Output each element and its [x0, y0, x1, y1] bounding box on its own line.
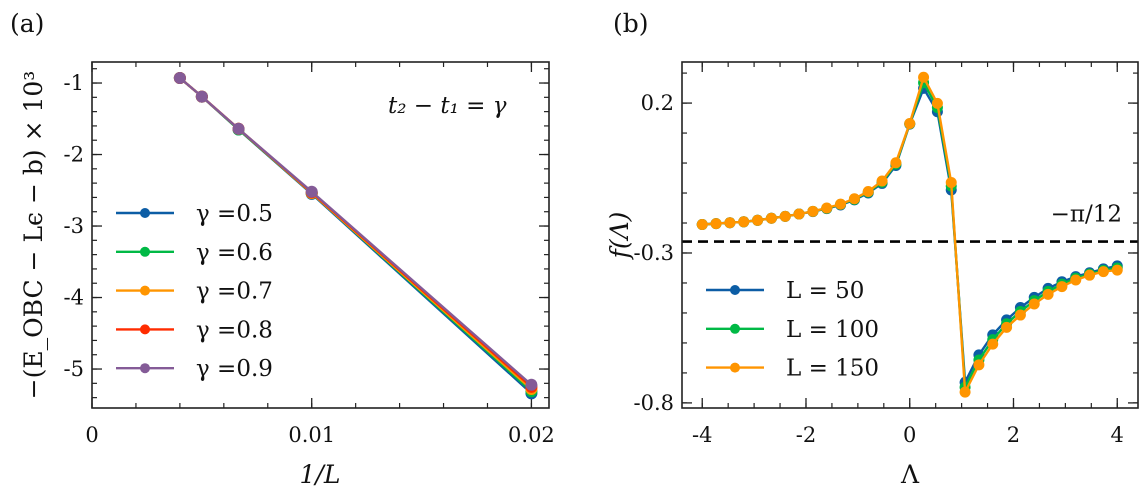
y-tick-label: -3 — [64, 214, 84, 238]
x-tick-label: 4 — [1111, 423, 1124, 447]
data-point — [1014, 309, 1026, 321]
y-tick-label: 0.2 — [641, 91, 674, 115]
data-point — [1001, 321, 1013, 333]
y-tick-label: -5 — [64, 357, 84, 381]
data-point — [793, 208, 805, 220]
data-point — [779, 210, 791, 222]
legend-label: γ =0.9 — [196, 356, 273, 382]
data-point — [305, 185, 318, 198]
data-point — [696, 219, 708, 231]
x-tick-label: 0 — [903, 423, 916, 447]
x-tick-label: 2 — [1007, 423, 1020, 447]
data-point — [1084, 269, 1096, 281]
y-tick-label: -0.3 — [634, 241, 675, 265]
legend-label: γ =0.6 — [196, 240, 273, 266]
legend-label: γ =0.8 — [196, 317, 273, 343]
y-tick-label: -1 — [64, 71, 84, 95]
data-point — [232, 122, 245, 135]
legend-marker — [730, 362, 740, 373]
data-point — [876, 175, 888, 187]
y-tick-label: -2 — [64, 143, 84, 167]
panel-a-plot: 0 0.01 0.02 -1 -2 -3 -4 -5 γ =0.5 γ =0.6 γ =0.7 γ =… — [64, 61, 555, 447]
data-point — [1097, 266, 1109, 278]
data-point — [710, 218, 722, 230]
legend-label: L = 150 — [786, 356, 879, 382]
data-point — [1070, 274, 1082, 286]
panel-b-ylabel: f(Λ) — [605, 212, 634, 261]
series-line-1 — [702, 85, 1118, 387]
data-point — [525, 378, 538, 391]
data-point — [848, 193, 860, 205]
panel-b-label: (b) — [613, 9, 649, 38]
x-tick-label: 0.02 — [508, 423, 555, 447]
data-point — [1042, 288, 1054, 300]
data-point — [862, 186, 874, 198]
data-point — [1028, 298, 1040, 310]
x-tick-label: 0 — [85, 423, 98, 447]
panel-a-xlabel: 1/L — [300, 460, 341, 489]
data-point — [173, 72, 186, 85]
data-point — [1111, 264, 1123, 276]
data-point — [945, 177, 957, 189]
legend-marker — [730, 323, 740, 334]
data-point — [918, 71, 930, 83]
data-point — [195, 90, 208, 103]
plot-frame — [681, 61, 1139, 409]
panel-a-label: (a) — [10, 9, 44, 38]
data-point — [959, 386, 971, 398]
panel-a-ylabel: −(E_OBC − Lϵ − b) × 10³ — [19, 71, 48, 400]
data-point — [738, 216, 750, 228]
legend-marker — [140, 285, 150, 296]
data-point — [724, 217, 736, 229]
x-tick-label: -4 — [692, 423, 712, 447]
x-tick-label: -2 — [796, 423, 816, 447]
plot-frame — [91, 61, 550, 409]
data-point — [835, 198, 847, 210]
x-tick-label: 0.01 — [288, 423, 335, 447]
data-point — [821, 202, 833, 214]
y-tick-label: -4 — [64, 286, 84, 310]
legend-label: L = 50 — [786, 278, 864, 304]
panel-b-xlabel: Λ — [900, 460, 920, 489]
data-point — [807, 205, 819, 217]
legend-marker — [140, 208, 150, 218]
panel-b-plot: -4 -2 0 2 4 0.2 -0.3 -0.8 −π/12 L = 50 L = 100 L = … — [634, 61, 1139, 447]
data-point — [904, 117, 916, 129]
y-tick-label: -0.8 — [634, 391, 675, 415]
legend-label: L = 100 — [786, 317, 879, 343]
reference-line-label: −π/12 — [1051, 202, 1122, 228]
data-point — [973, 359, 985, 371]
legend-marker — [140, 324, 150, 335]
legend-marker — [730, 285, 740, 295]
data-point — [890, 157, 902, 169]
legend-marker — [140, 363, 150, 374]
legend-label: γ =0.5 — [196, 201, 273, 227]
data-point — [752, 214, 764, 226]
data-point — [931, 97, 943, 109]
data-point — [987, 338, 999, 350]
legend-marker — [140, 246, 150, 257]
data-point — [1056, 281, 1068, 293]
panel-a-annotation: t₂ − t₁ = γ — [388, 93, 507, 119]
legend-label: γ =0.7 — [196, 279, 273, 305]
data-point — [765, 212, 777, 224]
